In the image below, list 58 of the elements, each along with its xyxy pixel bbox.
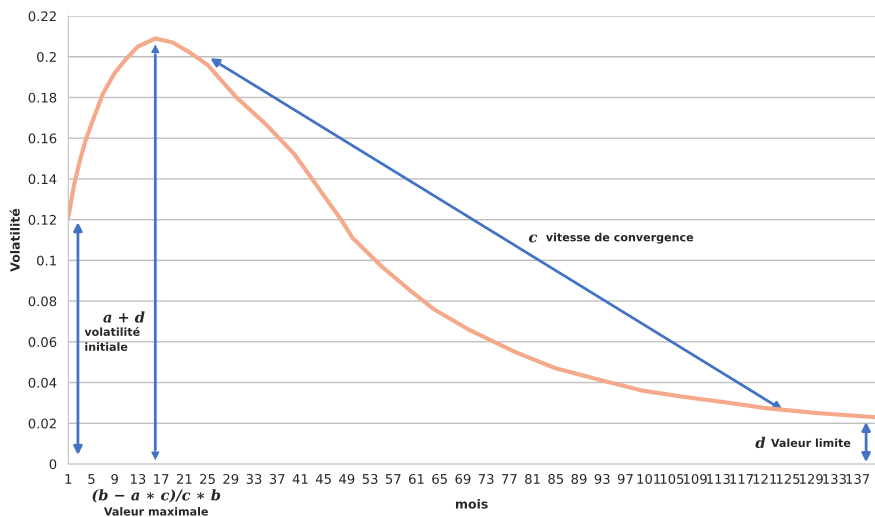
x-tick-label: 65 xyxy=(432,474,447,484)
y-tick-label: 0.08 xyxy=(28,296,56,306)
annotation: a + d xyxy=(103,311,145,323)
x-tick-label: 77 xyxy=(502,474,517,484)
y-tick-label: 0.1 xyxy=(37,256,56,266)
x-tick-label: 113 xyxy=(707,474,730,484)
x-tick-label: 133 xyxy=(823,474,846,484)
x-tick-label: 73 xyxy=(478,474,494,484)
x-tick-label: 17 xyxy=(154,474,168,484)
y-tick-label: 0.22 xyxy=(28,11,56,22)
x-axis-title: mois xyxy=(456,499,488,509)
y-tick-label: 0.12 xyxy=(28,214,56,225)
annotation: Valeur limite xyxy=(770,438,850,448)
text: Valeur maximale xyxy=(104,507,208,516)
line-series xyxy=(68,36,875,420)
y-axis-title: Volatilité xyxy=(10,208,20,272)
x-tick-label: 57 xyxy=(386,474,401,484)
annotation: d xyxy=(756,436,766,448)
x-tick-label: 41 xyxy=(292,474,308,484)
x-tick-label: 137 xyxy=(846,474,870,484)
annotation: vitesse de convergence xyxy=(546,232,694,244)
x-tick-label: 97 xyxy=(618,474,633,484)
y-tick-label: 0.02 xyxy=(28,418,56,428)
x-tick-label: 61 xyxy=(409,474,424,484)
x-tick-label: 69 xyxy=(455,474,470,484)
y-tick-label: 0.2 xyxy=(37,52,56,62)
x-tick-label: 1 xyxy=(66,474,72,484)
x-tick-label: 33 xyxy=(246,474,262,484)
x-tick-label: 121 xyxy=(754,474,776,484)
annotation: volatilité initiale xyxy=(84,326,140,351)
annotation: c xyxy=(528,234,538,242)
x-tick-label: 105 xyxy=(660,474,684,484)
y-tick-label: 0.16 xyxy=(28,133,56,144)
y-tick-label: 0 xyxy=(50,459,56,470)
text: (b − a ∗ c)/c ∗ b xyxy=(92,489,220,503)
x-tick-label: 129 xyxy=(800,474,823,484)
y-tick-label: 0.04 xyxy=(28,378,56,388)
x-tick-label: 125 xyxy=(776,474,800,484)
y-tick-label: 0.06 xyxy=(28,337,56,348)
x-tick-label: 5 xyxy=(88,474,95,484)
x-tick-label: 85 xyxy=(548,474,564,484)
x-tick-label: 37 xyxy=(270,474,284,484)
x-tick-label: 25 xyxy=(200,474,215,484)
x-tick-label: 21 xyxy=(176,474,192,484)
x-tick-label: 9 xyxy=(111,474,118,484)
x-tick-label: 49 xyxy=(339,474,354,484)
y-tick-label: 0.14 xyxy=(28,174,56,184)
x-tick-label: 45 xyxy=(316,474,331,484)
x-tick-label: 53 xyxy=(362,474,378,484)
x-tick-label: 109 xyxy=(684,474,707,484)
x-tick-label: 101 xyxy=(638,474,660,484)
y-tick-label: 0.18 xyxy=(28,92,56,103)
x-tick-label: 81 xyxy=(525,474,540,484)
x-tick-label: 89 xyxy=(572,474,586,484)
x-tick-label: 117 xyxy=(730,474,753,484)
x-tick-label: 13 xyxy=(130,474,146,484)
x-tick-label: 93 xyxy=(594,474,610,484)
x-tick-label: 29 xyxy=(223,474,238,484)
